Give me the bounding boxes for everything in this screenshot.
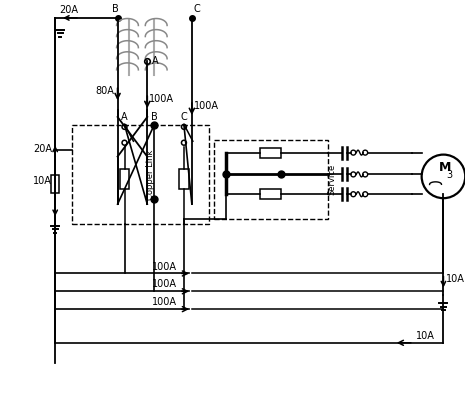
Text: B: B xyxy=(112,4,119,14)
Text: 20A: 20A xyxy=(59,5,78,15)
Text: B: B xyxy=(151,112,158,122)
Bar xyxy=(120,169,129,189)
Text: Service: Service xyxy=(327,164,336,195)
Bar xyxy=(51,175,59,193)
Text: Copper Link: Copper Link xyxy=(146,149,155,200)
Bar xyxy=(179,169,189,189)
Text: C: C xyxy=(181,112,187,122)
Bar xyxy=(72,125,209,224)
Bar xyxy=(214,140,327,219)
Text: 80A: 80A xyxy=(96,86,114,96)
Bar xyxy=(260,148,281,158)
Text: C: C xyxy=(194,4,201,14)
Text: 10A: 10A xyxy=(33,176,52,186)
Text: 100A: 100A xyxy=(152,297,177,307)
Text: A: A xyxy=(152,55,159,65)
Text: 100A: 100A xyxy=(152,279,177,289)
Text: 10A: 10A xyxy=(416,331,435,341)
Text: 100A: 100A xyxy=(149,94,174,104)
Bar xyxy=(260,189,281,199)
Text: 20A: 20A xyxy=(33,144,52,154)
Text: 10A: 10A xyxy=(446,274,465,284)
Text: A: A xyxy=(121,112,128,122)
Text: 3: 3 xyxy=(446,170,453,180)
Text: M: M xyxy=(439,162,451,175)
Text: 100A: 100A xyxy=(194,101,219,111)
Text: 100A: 100A xyxy=(152,261,177,271)
